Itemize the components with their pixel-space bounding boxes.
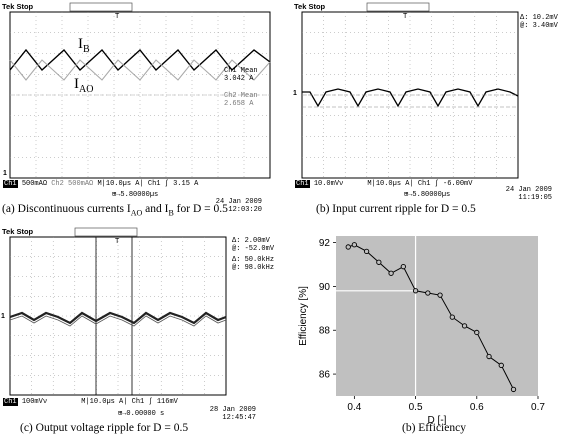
marker-t: T	[115, 238, 120, 245]
ch1-mean-label: Ch1 Mean	[224, 67, 258, 75]
at-label: @: -52.0mV	[232, 245, 275, 253]
x-tick-label: 0.5	[409, 402, 423, 413]
tek-stop-label: Tek Stop	[2, 2, 34, 11]
caption-b: (b) Input current ripple for D = 0.5	[316, 203, 476, 215]
label-ib: IB	[78, 36, 90, 55]
data-point	[474, 329, 480, 336]
panel-d: 0.4 0.5 0.6 0.7 86 88 90 92 Efficiency [%] D [-…	[292, 225, 565, 438]
data-point	[461, 323, 468, 329]
position-b: ⊞→5.80000µs	[404, 191, 451, 199]
plot-area	[336, 236, 538, 396]
x-tick-label: 0.7	[531, 402, 545, 413]
x-tick-label: 0.6	[470, 402, 484, 413]
caption-d: (b) Efficiency	[402, 422, 466, 434]
x-axis-label: D [-]	[428, 415, 447, 425]
panel-a: Tek Stop T IB IAO Ch1 Mean 3.042 A Ch2 M…	[0, 0, 282, 218]
caption-a: (a) Discontinuous currents IAO and IB fo…	[2, 203, 228, 218]
scope-a-screen	[9, 2, 271, 179]
scope-b-screen	[301, 2, 519, 179]
ch2-mean-label: Ch2 Mean	[224, 92, 258, 100]
delta2-label: Δ: 50.0kHz	[232, 256, 275, 264]
data-point	[437, 292, 443, 298]
position-a: ⊞→5.80000µs	[112, 191, 159, 199]
x-tick-label: 0.4	[347, 402, 361, 413]
y-axis-label: Efficiency [%]	[298, 286, 309, 346]
marker-t: T	[115, 13, 120, 20]
y-tick-label: 86	[319, 370, 331, 381]
data-point	[412, 288, 419, 294]
at-label: @: 3.40mV	[520, 22, 558, 30]
data-point	[486, 353, 492, 360]
data-point	[449, 314, 455, 320]
scope-c-screen	[9, 227, 227, 396]
efficiency-chart: 0.4 0.5 0.6 0.7 86 88 90 92 Efficiency [%] D [-…	[298, 236, 545, 425]
data-point	[345, 244, 351, 250]
timestamp-b: 24 Jan 2009 11:19:05	[505, 186, 552, 202]
label-iao: IAO	[74, 76, 94, 95]
data-point	[400, 264, 406, 270]
y-tick-label: 88	[319, 326, 331, 337]
data-point	[510, 386, 517, 393]
data-point	[363, 248, 370, 254]
y-tick-label: 90	[319, 282, 331, 293]
delta-label: Δ: 2.00mV	[232, 237, 270, 245]
trace-iao	[9, 59, 271, 81]
marker-1: 1	[293, 90, 297, 97]
tek-stop-label: Tek Stop	[294, 2, 326, 11]
trace-output-ripple	[9, 311, 227, 325]
at2-label: @: 98.0kHz	[232, 264, 275, 272]
ch2-mean-value: 2.658 A	[224, 100, 254, 108]
status-bar-b: Ch1 10.0mVν M|10.0µs A| Ch1 ʃ -6.00mV	[295, 180, 473, 188]
trace-input-ripple	[302, 88, 519, 108]
marker-t: T	[403, 13, 408, 20]
timestamp-a: 24 Jan 2009 12:03:20	[215, 198, 262, 214]
position-c: ⊞→0.00000 s	[118, 410, 165, 418]
data-point	[351, 242, 358, 248]
timestamp-c: 28 Jan 2009 12:45:47	[209, 406, 256, 422]
y-tick-label: 92	[319, 238, 331, 249]
caption-c: (c) Output voltage ripple for D = 0.5	[20, 422, 189, 434]
panel-c: Tek Stop T Δ: 2.00mV @: -52.0mV Δ: 50.0k…	[0, 225, 282, 438]
data-point	[376, 259, 382, 265]
trace-ib	[9, 48, 271, 72]
tek-stop-label: Tek Stop	[2, 227, 34, 236]
data-point	[498, 362, 504, 368]
data-point	[388, 270, 394, 276]
panel-b: Tek Stop T Δ: 10.2mV @: 3.40mV 1 Ch1 10.…	[292, 0, 565, 218]
status-bar-c: Ch1 100mVν M|10.0µs A| Ch1 ʃ 116mV	[3, 398, 178, 406]
ch1-mean-value: 3.042 A	[224, 75, 254, 83]
marker-1: 1	[3, 170, 7, 177]
data-point	[425, 290, 431, 296]
status-bar-a: Ch1 500mAΩ Ch2 500mAΩ M|10.0µs A| Ch1 ʃ …	[3, 180, 199, 188]
marker-1: 1	[1, 313, 5, 320]
delta-label: Δ: 10.2mV	[520, 14, 558, 22]
